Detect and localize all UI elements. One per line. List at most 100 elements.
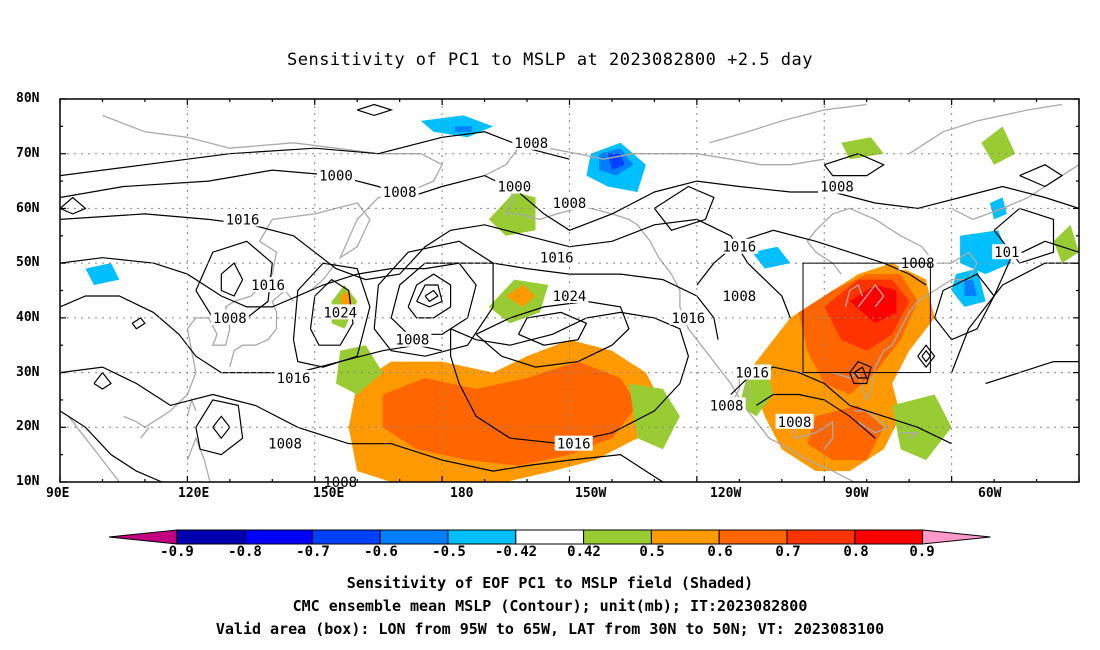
contour-label: 1008 (396, 333, 430, 349)
isobar (407, 273, 452, 319)
isobar (195, 399, 244, 456)
contour-label: 1008 (710, 398, 744, 414)
contour-label-bg (321, 304, 360, 320)
contour-label: 1000 (497, 180, 531, 196)
lon-label: 90W (845, 486, 869, 501)
shaded-region (420, 115, 494, 138)
isobar (60, 257, 719, 340)
lat-label: 30N (16, 365, 40, 380)
contour-label-bg (316, 167, 355, 183)
contour-label-bg (554, 435, 593, 451)
isobar (993, 240, 1079, 297)
shaded-region (981, 126, 1016, 165)
isobar (60, 196, 87, 215)
footer-line-3: Valid area (box): LON from 95W to 65W, L… (215, 620, 885, 638)
contour-labels: 1008 1008 1008 1000 1008 1000 1008 1016 1016 1024… (210, 134, 1022, 491)
shaded-region (85, 263, 120, 285)
contour-label: 1008 (901, 256, 935, 272)
contour-label: 1008 (514, 136, 548, 152)
colorbar-swatch (854, 529, 924, 545)
coastline (900, 432, 920, 439)
coastline (102, 114, 443, 429)
contour-label: 1016 (226, 212, 260, 228)
isobar (292, 262, 371, 368)
contour-label: 1008 (820, 180, 854, 196)
isobar (93, 371, 112, 390)
lat-label: 60N (16, 201, 40, 216)
contour-label: 1008 (213, 311, 247, 327)
shaded-region (505, 285, 536, 307)
contour-label-bg (380, 184, 419, 200)
colorbar-label: -0.6 (364, 544, 398, 560)
colorbar-swatch (786, 529, 856, 545)
coastline (844, 284, 864, 308)
colorbar-label: -0.7 (296, 544, 330, 560)
contour-label-bg (550, 287, 589, 303)
colorbar-label: 0.5 (639, 544, 665, 560)
isobar (951, 262, 1079, 373)
coastline (229, 289, 295, 368)
contour-label: 1016 (540, 251, 574, 267)
footer-line-2: CMC ensemble mean MSLP (Contour); unit(m… (292, 597, 808, 615)
isobar (475, 300, 630, 368)
isobar (416, 284, 443, 308)
valid-area-box (802, 262, 931, 374)
lon-label: 150W (575, 486, 607, 501)
contour-label: 1016 (722, 240, 756, 256)
coastline (484, 147, 825, 177)
colorbar-swatch (176, 529, 246, 545)
lon-label: 180 (450, 486, 474, 501)
isobar (220, 262, 244, 297)
contour-label-bg (210, 309, 249, 325)
contour-label-bg (817, 178, 856, 194)
contour-label-bg (274, 370, 313, 386)
contour-label-bg (733, 364, 772, 380)
isobar (131, 317, 146, 330)
contour-label: 1008 (323, 475, 357, 491)
lat-label: 10N (16, 474, 40, 489)
coastline (908, 103, 1063, 155)
contour-label-bg (775, 413, 814, 429)
colorbar-swatch (718, 529, 788, 545)
colorbar-end (922, 529, 991, 545)
contour-label: 1016 (735, 366, 769, 382)
shaded-region (454, 126, 472, 132)
contour-label-bg (249, 277, 288, 293)
contour-label-bg (495, 178, 534, 194)
colorbar-label: 0.7 (775, 544, 801, 560)
colorbar-swatch (515, 529, 585, 545)
contour-label: 1008 (778, 415, 812, 431)
lon-label: 60W (978, 486, 1002, 501)
shaded-region (628, 383, 680, 450)
axis-ticks (59, 98, 1080, 483)
contour-label: 1008 (722, 289, 756, 305)
colorbar-swatch (583, 529, 652, 545)
shaded-region (1053, 224, 1079, 264)
shaded-region (964, 279, 978, 296)
contour-label: 1008 (383, 185, 417, 201)
colorbar-swatch (650, 529, 720, 545)
colorbar-label: 0.8 (843, 544, 869, 560)
lat-label: 40N (16, 310, 40, 325)
colorbar-swatch (379, 529, 449, 545)
colorbar-swatch (311, 529, 381, 545)
chart-title: Sensitivity of PC1 to MSLP at 2023082800… (286, 50, 813, 70)
colorbar (108, 529, 991, 545)
contour-label: 1016 (672, 311, 706, 327)
colorbar-swatch (447, 529, 517, 545)
contour-label: 1024 (323, 305, 357, 321)
isobar (424, 289, 439, 303)
isobar (60, 410, 163, 482)
lat-label: 50N (16, 255, 40, 270)
contour-label: 1016 (251, 278, 285, 294)
isobar (450, 311, 690, 445)
contour-label-bg (537, 249, 576, 265)
shaded-region (336, 345, 383, 395)
isobar (373, 240, 494, 357)
isobar (696, 229, 927, 286)
isobar (853, 366, 868, 379)
contour-label-bg (720, 238, 759, 254)
contour-label-bg (898, 255, 937, 271)
contour-label: 1024 (553, 289, 587, 305)
